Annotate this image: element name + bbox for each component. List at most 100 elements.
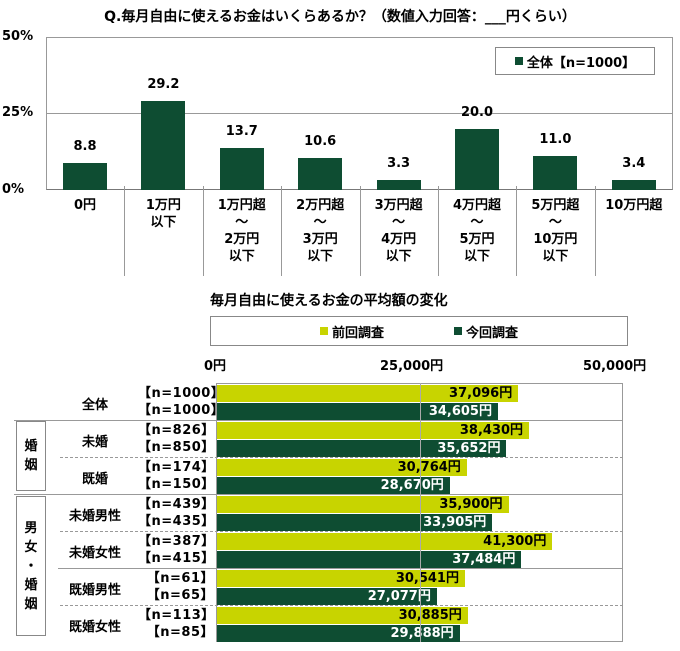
category-label-line: ～ xyxy=(548,215,562,230)
sample-size-curr: 【n=1000】 xyxy=(138,403,225,418)
bar-prev-survey xyxy=(217,607,468,624)
x-tick-25000: 25,000円 xyxy=(380,359,444,374)
y-axis-line xyxy=(216,383,217,642)
row-divider xyxy=(58,568,623,569)
bar-value-prev: 35,900円 xyxy=(439,497,503,512)
legend-label-prev: 前回調査 xyxy=(331,325,384,341)
bar-value-label: 13.7 xyxy=(225,124,258,140)
bar-current-survey xyxy=(217,625,460,642)
y-tick-0: 0% xyxy=(2,182,25,197)
bar-value-prev: 37,096円 xyxy=(449,386,513,401)
category-separator xyxy=(202,186,204,276)
row-label: 既婚男性 xyxy=(68,583,121,598)
legend-label-curr: 今回調査 xyxy=(466,325,519,341)
bar-prev-survey xyxy=(217,385,519,402)
y-tick-25: 25% xyxy=(2,105,34,120)
category-separator xyxy=(438,186,439,276)
category-label: 0円 xyxy=(46,197,124,214)
sub-chart-title: 毎月自由に使えるお金の平均額の変化 xyxy=(210,293,448,309)
bar-prev-survey xyxy=(217,570,465,587)
bar-value-prev: 30,764円 xyxy=(397,460,461,475)
bar xyxy=(611,179,656,190)
bar xyxy=(533,156,578,190)
row-divider-dashed xyxy=(60,531,623,532)
gridline-25000 xyxy=(420,383,421,642)
bar-current-survey xyxy=(217,477,450,494)
category-label-line: 以下 xyxy=(385,249,412,264)
category-label-line: 4万円 xyxy=(381,232,417,247)
bar-value-curr: 33,905円 xyxy=(423,515,487,530)
sample-size-curr: 【n=850】 xyxy=(138,440,215,455)
bar xyxy=(455,128,499,190)
y-tick-50: 50% xyxy=(2,29,34,44)
row-label: 全体 xyxy=(81,398,108,413)
category-label-line: 4万円超 xyxy=(452,198,502,213)
legend-label: 全体【n=1000】 xyxy=(526,55,636,71)
legend: 全体【n=1000】 xyxy=(495,47,655,75)
category-label: 4万円超 ～ 5万円以下 xyxy=(438,197,516,265)
category-label-line: 以下 xyxy=(542,249,569,264)
row-label: 未婚 xyxy=(81,435,108,450)
sample-size-curr: 【n=415】 xyxy=(138,551,215,566)
category-label-line: 1万円 xyxy=(145,198,181,213)
bar-value-curr: 29,888円 xyxy=(390,626,454,641)
x-tick-0: 0円 xyxy=(204,359,227,374)
category-label-line: 以下 xyxy=(150,215,177,230)
category-label-line: 3万円超 xyxy=(374,198,423,213)
bar-value-prev: 30,885円 xyxy=(398,608,462,623)
sample-size-curr: 【n=85】 xyxy=(146,625,214,640)
bar xyxy=(63,163,107,190)
category-label-line: ～ xyxy=(392,215,406,230)
sample-size-prev: 【n=826】 xyxy=(138,423,215,438)
sample-size-prev: 【n=387】 xyxy=(138,534,215,549)
category-label-line: ～ xyxy=(313,215,327,230)
bar xyxy=(219,148,264,190)
category-label-line: 3万円 xyxy=(302,232,338,247)
category-label-line: 10万円超 xyxy=(605,198,663,213)
category-label-line: 5万円 xyxy=(459,232,495,247)
row-divider-dashed xyxy=(60,457,623,458)
row-divider xyxy=(14,494,623,495)
chart-title: Q.毎月自由に使えるお金はいくらあるか？（数値入力回答：___円くらい） xyxy=(104,9,576,25)
category-label-line: ～ xyxy=(470,215,484,230)
bar-current-survey xyxy=(217,514,493,531)
category-label: 1万円以下 xyxy=(124,197,202,231)
legend-swatch-curr xyxy=(454,327,462,335)
bar xyxy=(298,157,343,190)
bar-value-label: 3.4 xyxy=(622,155,646,171)
category-separator xyxy=(281,186,283,276)
bar-current-survey xyxy=(217,588,437,605)
group-label-gender-marital-text: 男女・婚姻 xyxy=(24,520,38,612)
legend-item-curr: 今回調査 xyxy=(454,322,518,341)
category-label-line: 5万円超 xyxy=(531,198,580,213)
row-label: 既婚女性 xyxy=(68,620,121,635)
bar-prev-survey xyxy=(217,496,509,513)
category-label: 2万円超 ～ 3万円 以下 xyxy=(281,197,359,265)
category-label-line: 1万円超 xyxy=(217,198,266,213)
group-label-marital: 婚姻 xyxy=(16,421,46,491)
row-label: 未婚男性 xyxy=(68,509,121,524)
bar-value-curr: 37,484円 xyxy=(452,552,516,567)
row-label: 未婚女性 xyxy=(68,546,121,561)
category-label: 5万円超 ～ 10万円以下 xyxy=(516,197,594,265)
sample-size-prev: 【n=113】 xyxy=(138,608,215,623)
bar-value-curr: 34,605円 xyxy=(428,404,492,419)
category-label: 3万円超 ～ 4万円以下 xyxy=(360,197,438,265)
bar-value-prev: 41,300円 xyxy=(483,534,547,549)
x-tick-50000: 50,000円 xyxy=(583,359,647,374)
bar-value-label: 20.0 xyxy=(460,104,494,120)
bar-prev-survey xyxy=(217,422,530,439)
category-label-line: 10万円 xyxy=(533,232,578,247)
category-label-line: 0円 xyxy=(73,198,97,213)
category-label: 1万円超 ～ 2万円 以下 xyxy=(203,197,281,265)
sample-size-prev: 【n=174】 xyxy=(138,460,215,475)
sample-size-prev: 【n=61】 xyxy=(146,571,214,586)
category-separator xyxy=(516,186,518,276)
legend-item-prev: 前回調査 xyxy=(319,322,384,341)
gridline-25 xyxy=(46,113,673,114)
bar-prev-survey xyxy=(217,533,553,550)
bar-value-prev: 30,541円 xyxy=(395,571,459,586)
category-label-line: 以下 xyxy=(463,249,490,264)
bar-value-curr: 27,077円 xyxy=(367,589,431,604)
bar-value-curr: 28,670円 xyxy=(380,478,444,493)
